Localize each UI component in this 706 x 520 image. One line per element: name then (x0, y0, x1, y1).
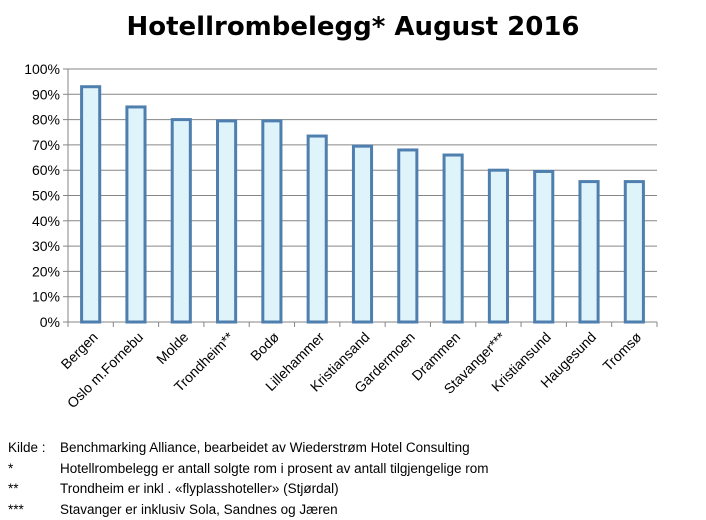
y-tick-label: 30% (32, 238, 60, 254)
note-text: Stavanger er inklusiv Sola, Sandnes og J… (60, 501, 338, 517)
note-3: *** Stavanger er inklusiv Sola, Sandnes o… (8, 500, 698, 520)
y-tick-label: 10% (32, 289, 60, 305)
y-tick-label: 70% (32, 137, 60, 153)
bar (623, 180, 645, 324)
bar (397, 148, 419, 324)
y-tick-label: 20% (32, 263, 60, 279)
note-2: ** Trondheim er inkl . «flyplasshoteller»… (8, 479, 698, 500)
y-tick-label: 80% (32, 112, 60, 128)
bar (487, 168, 509, 324)
bar (125, 105, 147, 324)
bar (216, 119, 238, 324)
note-text: Benchmarking Alliance, bearbeidet av Wie… (60, 440, 470, 455)
note-text: Hotellrombelegg er antall solgte rom i p… (60, 460, 489, 476)
category-label: Bodø (247, 328, 282, 363)
y-tick-label: 0% (40, 314, 60, 330)
bar (80, 85, 102, 324)
y-tick-label: 60% (32, 162, 60, 178)
bar (533, 169, 555, 324)
chart-title: Hotellrombelegg* August 2016 (126, 12, 580, 42)
note-mark: ** (8, 481, 19, 496)
bar-chart: 0%10%20%30%40%50%60%70%80%90%100%BergenO… (24, 61, 658, 411)
note-source: Kilde : Benchmarking Alliance, bearbeidet… (8, 438, 698, 459)
category-label: Bergen (58, 329, 101, 372)
bar (306, 134, 328, 324)
bar (578, 180, 600, 324)
note-text: Trondheim er inkl . «flyplasshoteller» (… (60, 481, 339, 496)
y-tick-label: 90% (32, 86, 60, 102)
category-label: Molde (153, 329, 191, 367)
footnotes: Kilde : Benchmarking Alliance, bearbeidet… (8, 438, 698, 520)
note-mark: Kilde : (8, 440, 46, 455)
bar (170, 118, 192, 324)
y-tick-label: 50% (32, 188, 60, 204)
y-tick-label: 40% (32, 213, 60, 229)
bar (351, 144, 374, 324)
y-tick-label: 100% (24, 61, 60, 77)
note-1: * Hotellrombelegg er antall solgte rom i … (8, 459, 698, 480)
note-mark: *** (8, 501, 24, 517)
bar (442, 153, 464, 324)
note-mark: * (8, 460, 14, 476)
bar (261, 119, 283, 324)
category-label: Tromsø (599, 328, 644, 373)
